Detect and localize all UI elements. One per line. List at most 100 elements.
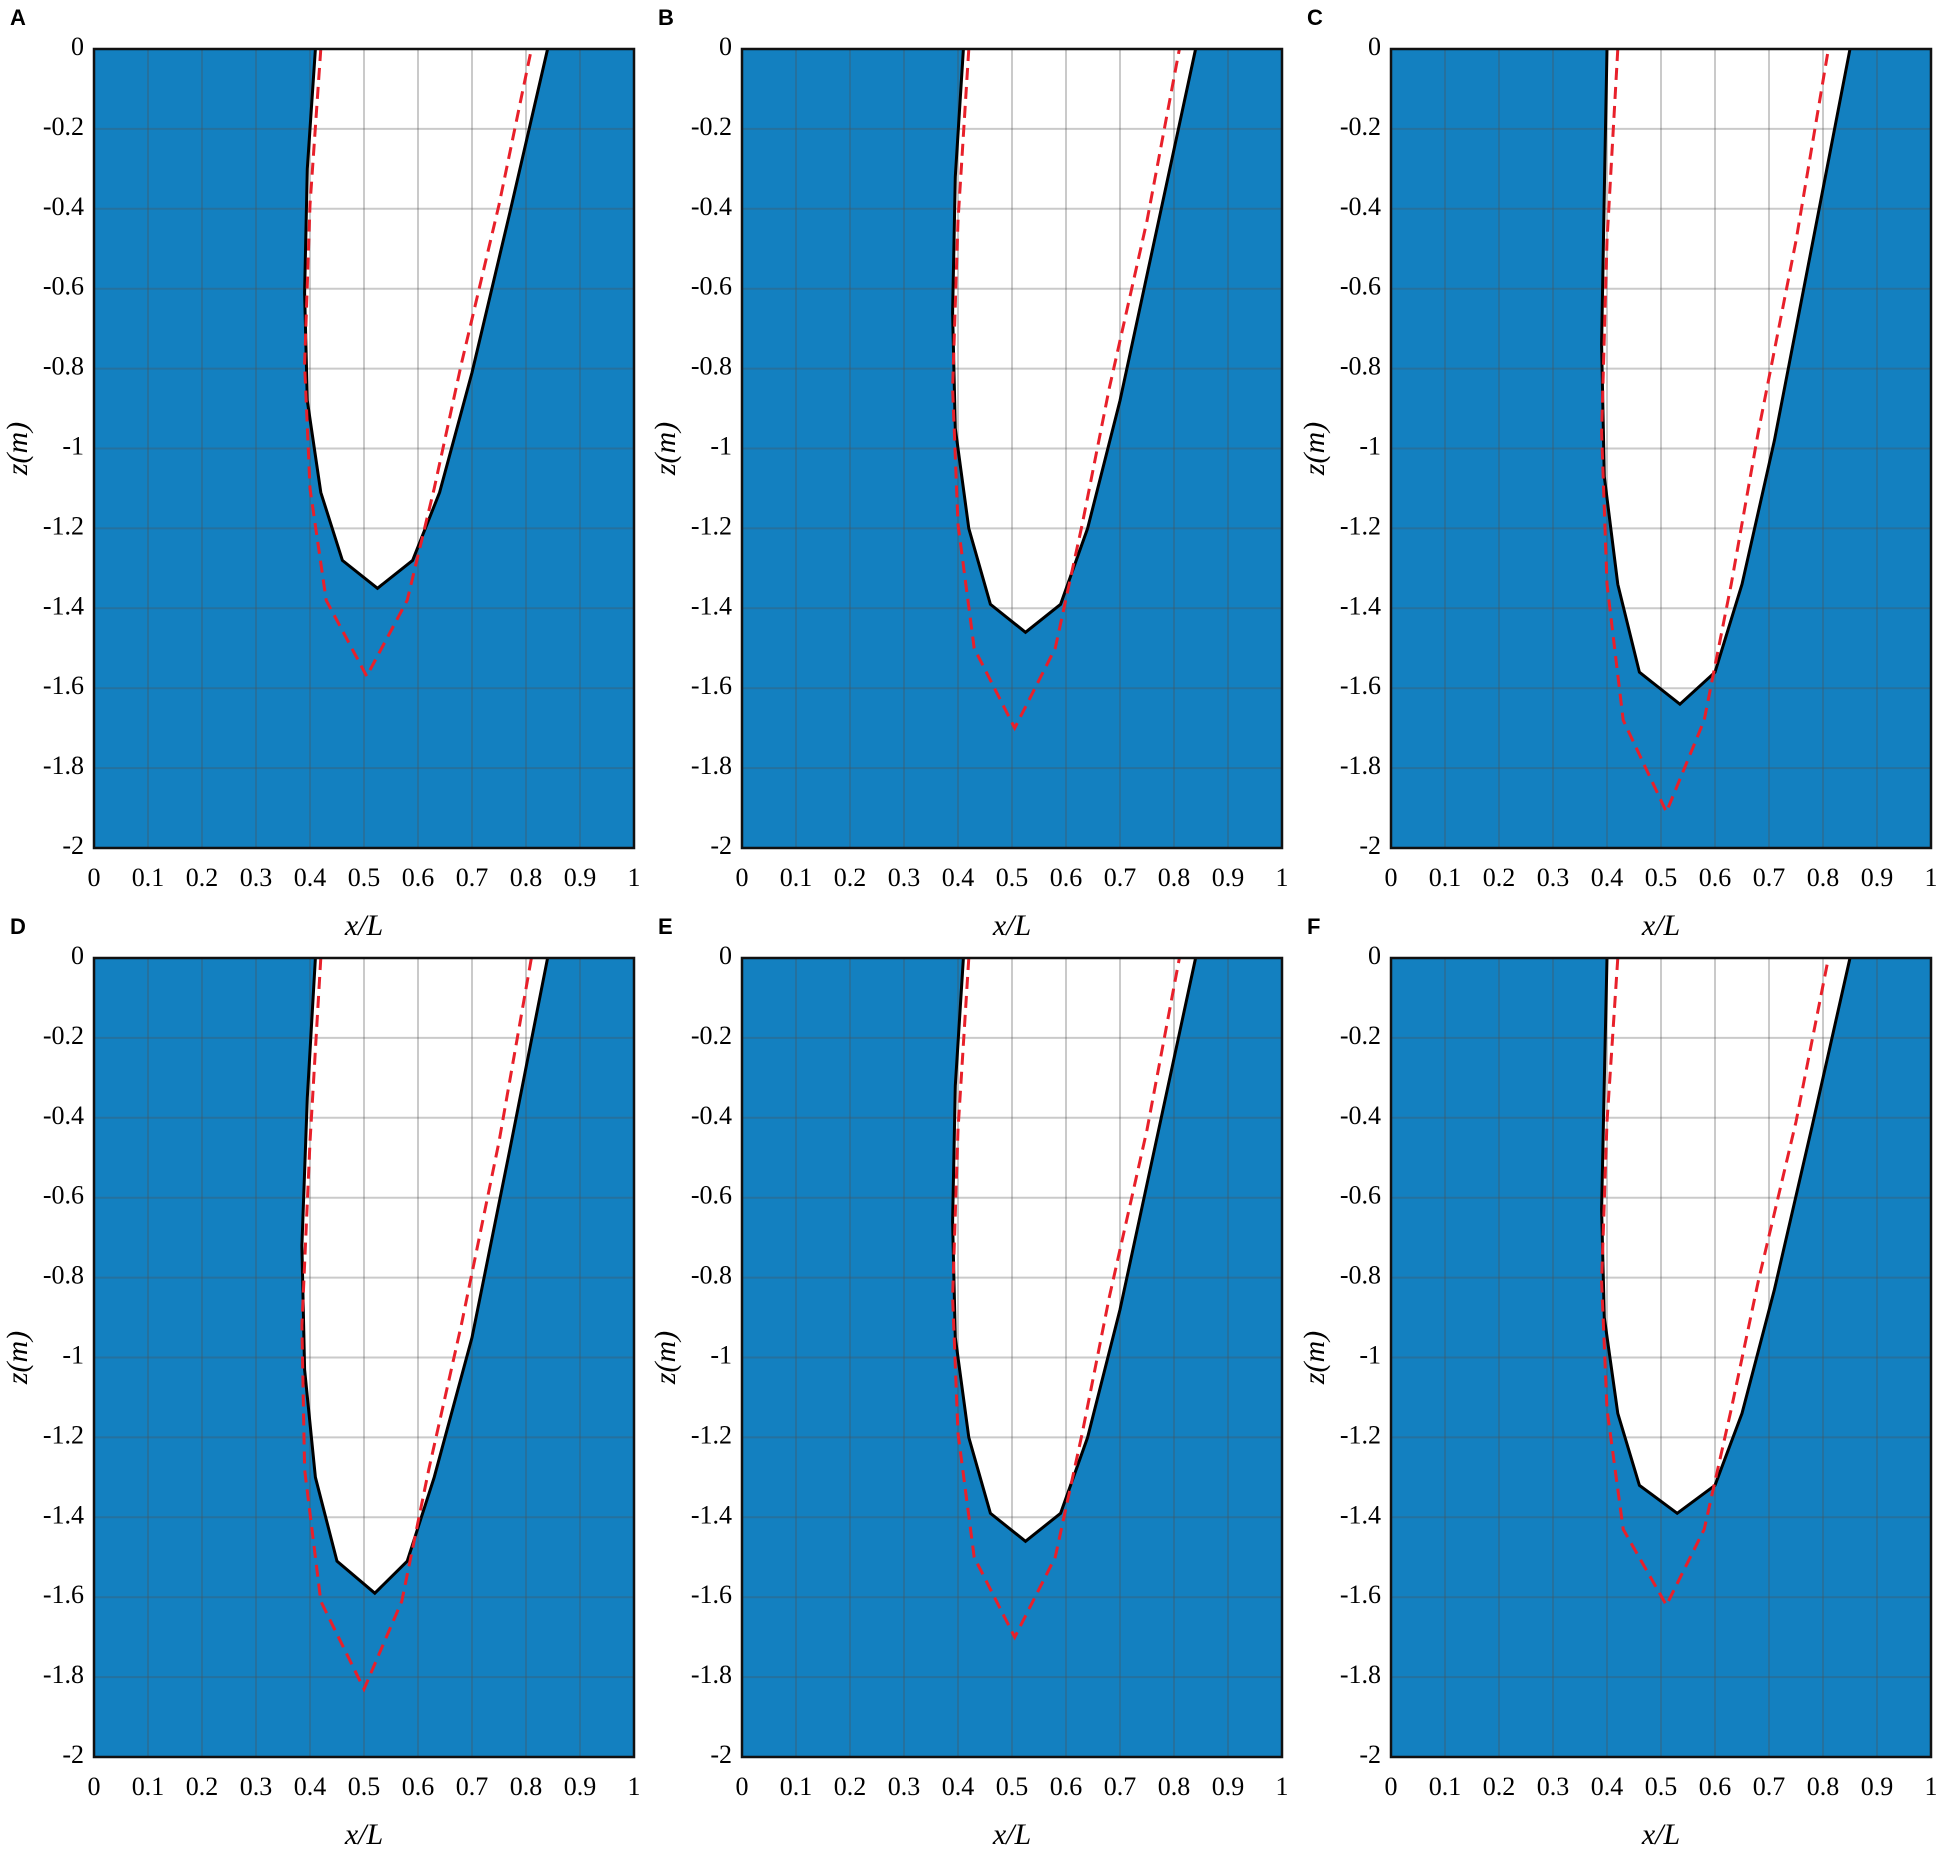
x-tick-label: 0	[1385, 1772, 1398, 1801]
y-tick-label: -2	[62, 831, 84, 860]
x-tick-label: 0.1	[1429, 863, 1462, 892]
x-tick-label: 0.4	[294, 1772, 327, 1801]
x-tick-label: 0.9	[1212, 1772, 1245, 1801]
y-tick-label: -1	[62, 1340, 84, 1369]
x-tick-label: 0	[1385, 863, 1398, 892]
x-tick-label: 0.5	[348, 863, 381, 892]
x-tick-label: 0.4	[942, 1772, 975, 1801]
y-tick-label: 0	[71, 32, 84, 61]
x-tick-label: 0.5	[996, 863, 1029, 892]
x-tick-label: 0.9	[1212, 863, 1245, 892]
x-tick-label: 0.8	[1807, 863, 1840, 892]
plot-frame	[740, 956, 1284, 1759]
x-tick-label: 0.6	[402, 863, 435, 892]
y-axis-label: z(m)	[649, 1331, 682, 1385]
x-tick-label: 0.6	[1050, 1772, 1083, 1801]
x-tick-label: 0.7	[1104, 1772, 1137, 1801]
y-tick-label: -0.4	[691, 192, 732, 221]
y-tick-label: -0.2	[43, 1021, 84, 1050]
x-tick-label: 0.7	[1753, 1772, 1786, 1801]
y-tick-label: -1.2	[43, 511, 84, 540]
profile-line	[300, 957, 550, 1596]
y-tick-label: -0.2	[1340, 112, 1381, 141]
x-tick-label: 0.4	[1591, 1772, 1624, 1801]
x-tick-label: 0.6	[402, 1772, 435, 1801]
y-tick-label: -1.8	[43, 1660, 84, 1689]
y-tick-label: -2	[710, 831, 732, 860]
x-tick-label: 0.5	[996, 1772, 1029, 1801]
y-tick-label: -1.8	[1340, 1660, 1381, 1689]
profile-line	[300, 957, 533, 1693]
y-tick-label: -1.6	[691, 1580, 732, 1609]
panel-label: B	[658, 5, 674, 30]
y-tick-label: -0.6	[1340, 1181, 1381, 1210]
plot-frame	[1389, 47, 1933, 850]
x-tick-label: 0	[736, 1772, 749, 1801]
y-tick-label: -1.4	[691, 591, 732, 620]
y-tick-label: -0.8	[691, 352, 732, 381]
cavity-area	[1601, 49, 1850, 705]
x-tick-label: 0.8	[510, 1772, 543, 1801]
y-tick-label: -0.8	[1340, 1261, 1381, 1290]
x-tick-label: 0.3	[240, 1772, 273, 1801]
y-tick-label: -0.8	[43, 352, 84, 381]
y-tick-label: -0.4	[43, 1101, 84, 1130]
x-tick-label: 0.3	[888, 1772, 921, 1801]
x-tick-label: 0.1	[780, 1772, 813, 1801]
panel-label: F	[1307, 914, 1320, 939]
cavity-area	[952, 49, 1196, 633]
y-tick-label: -2	[1359, 1740, 1381, 1769]
y-tick-label: -0.8	[43, 1261, 84, 1290]
x-tick-label: 0.8	[1807, 1772, 1840, 1801]
x-tick-label: 0.1	[132, 1772, 165, 1801]
y-tick-label: -2	[710, 1740, 732, 1769]
x-tick-label: 0.9	[564, 1772, 597, 1801]
cavity-area	[952, 958, 1196, 1542]
x-tick-label: 0.2	[834, 1772, 867, 1801]
y-axis-label: z(m)	[1298, 422, 1331, 476]
y-tick-label: -1	[1359, 431, 1381, 460]
y-tick-label: -2	[62, 1740, 84, 1769]
profile-line	[1600, 957, 1830, 1609]
y-tick-label: -0.6	[691, 272, 732, 301]
x-tick-label: 0.7	[456, 1772, 489, 1801]
x-tick-label: 1	[628, 863, 641, 892]
profile-line	[951, 48, 1198, 635]
x-tick-label: 1	[628, 1772, 641, 1801]
y-axis-label: z(m)	[1, 422, 34, 476]
y-tick-label: -0.6	[43, 272, 84, 301]
x-tick-label: 0.9	[564, 863, 597, 892]
x-tick-label: 0.9	[1861, 863, 1894, 892]
x-axis-label: x/L	[992, 909, 1031, 942]
x-tick-label: 0.3	[1537, 1772, 1570, 1801]
panel-label: E	[658, 914, 673, 939]
plot-frame	[1389, 956, 1933, 1759]
x-tick-label: 0.4	[1591, 863, 1624, 892]
x-tick-label: 1	[1925, 863, 1937, 892]
plot-frame	[740, 47, 1284, 850]
x-tick-label: 0.3	[240, 863, 273, 892]
y-tick-label: -1	[710, 431, 732, 460]
x-tick-label: 0.6	[1699, 863, 1732, 892]
y-tick-label: -0.4	[691, 1101, 732, 1130]
y-tick-label: -1.4	[1340, 591, 1381, 620]
x-tick-label: 0.4	[942, 863, 975, 892]
y-tick-label: -0.8	[691, 1261, 732, 1290]
profile-line	[951, 48, 1181, 732]
y-tick-label: -1.8	[691, 1660, 732, 1689]
y-tick-label: -1.2	[691, 1420, 732, 1449]
y-tick-label: -1.2	[691, 511, 732, 540]
y-tick-label: -0.2	[691, 112, 732, 141]
profile-line	[951, 957, 1181, 1641]
y-tick-label: -1.8	[691, 751, 732, 780]
x-tick-label: 0.9	[1861, 1772, 1894, 1801]
x-tick-label: 1	[1276, 863, 1289, 892]
x-tick-label: 0.1	[132, 863, 165, 892]
x-tick-label: 0	[88, 1772, 101, 1801]
cavity-area	[1601, 958, 1850, 1514]
x-tick-label: 0.7	[1104, 863, 1137, 892]
profile-line	[951, 957, 1198, 1544]
y-tick-label: -0.4	[1340, 1101, 1381, 1130]
y-tick-label: -0.2	[43, 112, 84, 141]
x-tick-label: 0.7	[1753, 863, 1786, 892]
